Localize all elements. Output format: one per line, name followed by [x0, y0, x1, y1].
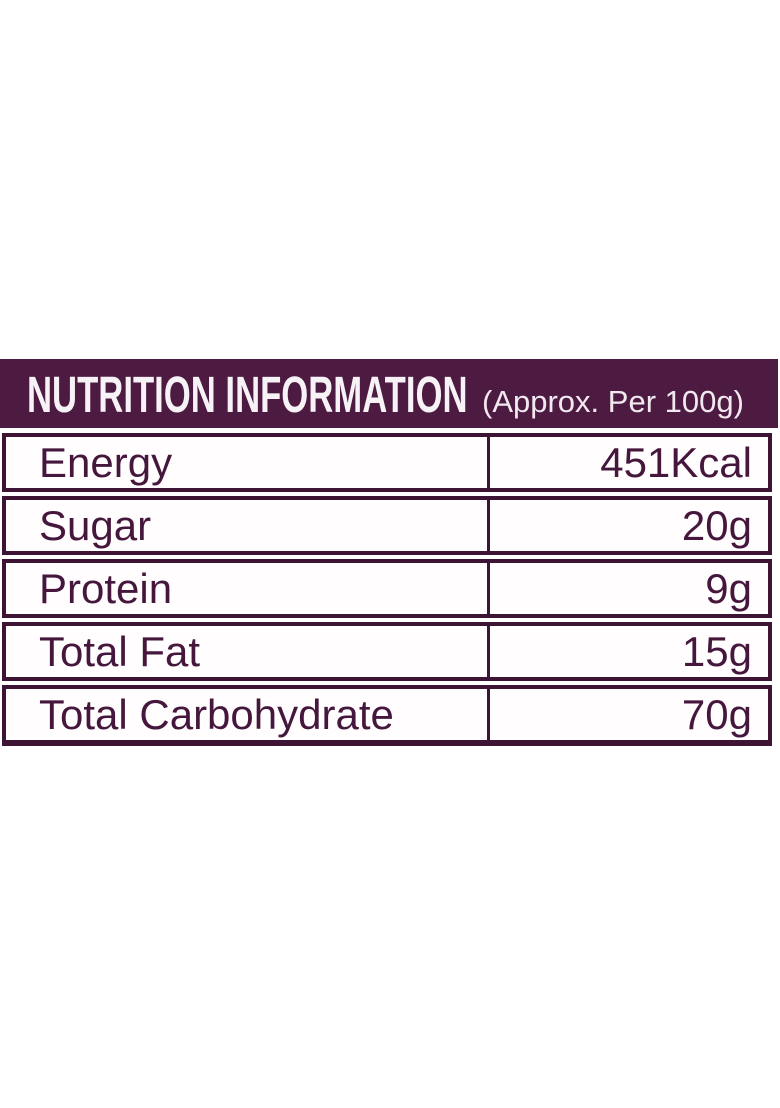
- table-row-energy: Energy 451Kcal: [2, 433, 772, 492]
- nutrient-name: Total Carbohydrate: [6, 689, 490, 740]
- nutrient-value: 20g: [681, 501, 752, 549]
- table-subtitle: (Approx. Per 100g): [482, 384, 744, 419]
- nutrient-name: Total Fat: [6, 626, 490, 677]
- table-row-total-carbohydrate: Total Carbohydrate 70g: [2, 685, 772, 746]
- table-row-total-fat: Total Fat 15g: [2, 622, 772, 681]
- nutrient-name: Sugar: [6, 500, 490, 551]
- nutrient-value: 15g: [681, 627, 752, 675]
- nutrient-name: Energy: [6, 437, 490, 488]
- table-row-protein: Protein 9g: [2, 559, 772, 618]
- nutrient-value: 9g: [705, 564, 752, 612]
- table-header-band: NUTRITION INFORMATION (Approx. Per 100g): [0, 359, 778, 428]
- nutrient-value: 70g: [681, 690, 752, 738]
- table-title: NUTRITION INFORMATION: [27, 366, 468, 423]
- table-row-sugar: Sugar 20g: [2, 496, 772, 555]
- nutrient-value: 451Kcal: [600, 438, 752, 486]
- nutrient-name: Protein: [6, 563, 490, 614]
- nutrition-table: Energy 451Kcal Sugar 20g Protein 9g Tota…: [2, 433, 772, 746]
